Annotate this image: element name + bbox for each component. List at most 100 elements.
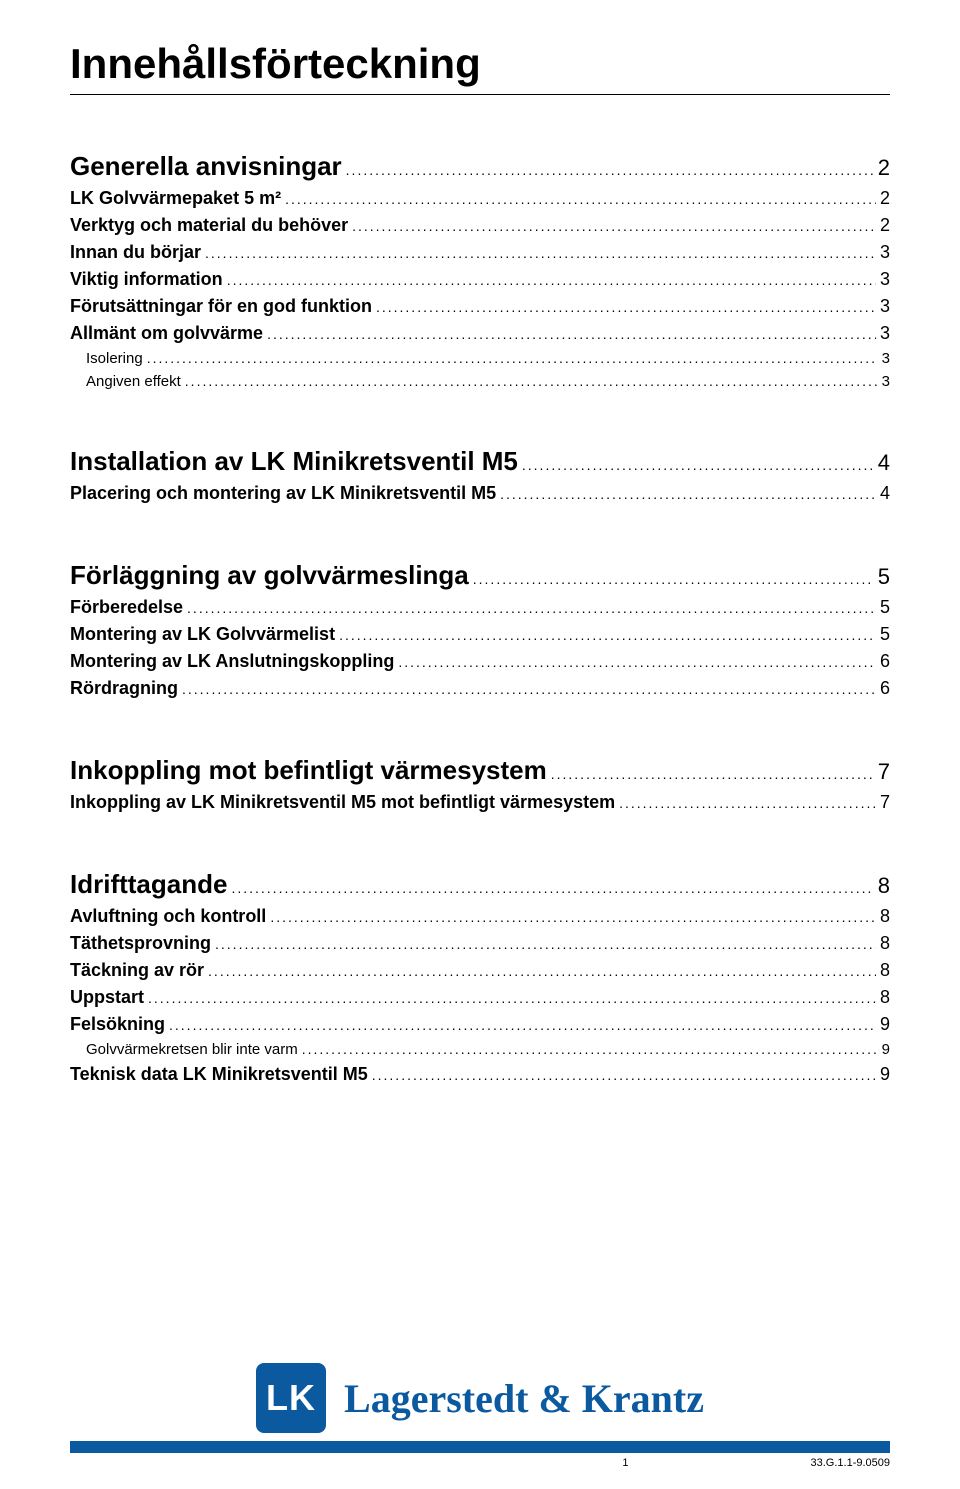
toc-entry: Verktyg och material du behöver 2	[70, 215, 890, 236]
toc-entry-page: 9	[880, 1014, 890, 1035]
toc-leader-dots	[302, 1041, 878, 1058]
toc-entry-label: Teknisk data LK Minikretsventil M5	[70, 1064, 368, 1085]
toc-entry: Förberedelse5	[70, 597, 890, 618]
toc-entry-page: 8	[880, 906, 890, 927]
brand-logo-text: LK	[266, 1377, 316, 1419]
toc-entry-label: Uppstart	[70, 987, 144, 1008]
toc-leader-dots	[372, 1064, 876, 1085]
toc-entry-label: Felsökning	[70, 1014, 165, 1035]
toc-entry-label: Allmänt om golvvärme	[70, 323, 263, 344]
toc-entry-label: Montering av LK Golvvärmelist	[70, 624, 335, 645]
toc-entry-label: Angiven effekt	[86, 373, 181, 390]
toc-entry-page: 5	[880, 624, 890, 645]
toc-entry-label: Montering av LK Anslutningskoppling	[70, 651, 394, 672]
toc-leader-dots	[187, 597, 876, 618]
toc-entry-page: 8	[880, 933, 890, 954]
toc-entry-page: 5	[880, 597, 890, 618]
toc-entry-page: 8	[878, 873, 890, 899]
toc-leader-dots	[619, 792, 876, 813]
toc-entry-page: 3	[882, 350, 890, 367]
toc-entry-label: Innan du börjar	[70, 242, 201, 263]
toc-entry-page: 3	[880, 296, 890, 317]
toc-entry-label: Förläggning av golvvärmeslinga	[70, 560, 469, 591]
toc-leader-dots	[522, 446, 874, 477]
toc-leader-dots	[346, 151, 874, 182]
toc-entry: Montering av LK Anslutningskoppling 6	[70, 651, 890, 672]
toc-leader-dots	[185, 373, 878, 390]
toc-leader-dots	[398, 651, 876, 672]
toc-entry-page: 4	[878, 450, 890, 476]
toc-entry-page: 9	[882, 1041, 890, 1058]
toc-entry-label: Installation av LK Minikretsventil M5	[70, 446, 518, 477]
toc-entry: Viktig information 3	[70, 269, 890, 290]
toc-leader-dots	[473, 560, 874, 591]
toc-section: Idrifttagande8Avluftning och kontroll8Tä…	[70, 869, 890, 1085]
toc-entry-page: 3	[880, 242, 890, 263]
toc-entry-label: Inkoppling mot befintligt värmesystem	[70, 755, 547, 786]
brand-logo: LK	[256, 1363, 326, 1433]
toc-entry: Placering och montering av LK Minikretsv…	[70, 483, 890, 504]
toc-entry: Täckning av rör 8	[70, 960, 890, 981]
toc-leader-dots	[148, 987, 876, 1008]
toc-leader-dots	[215, 933, 876, 954]
toc-entry-page: 2	[880, 215, 890, 236]
toc-entry: Montering av LK Golvvärmelist 5	[70, 624, 890, 645]
toc-entry: Golvvärmekretsen blir inte varm9	[70, 1041, 890, 1058]
toc-entry: Allmänt om golvvärme3	[70, 323, 890, 344]
toc-entry-page: 7	[878, 759, 890, 785]
footer-spacer	[70, 1457, 440, 1469]
toc-leader-dots	[285, 188, 876, 209]
toc-entry-label: Täckning av rör	[70, 960, 204, 981]
toc-leader-dots	[227, 269, 876, 290]
toc-entry: Teknisk data LK Minikretsventil M59	[70, 1064, 890, 1085]
toc-entry-page: 2	[880, 188, 890, 209]
toc-entry: Angiven effekt 3	[70, 373, 890, 390]
toc-entry: Felsökning 9	[70, 1014, 890, 1035]
toc-leader-dots	[352, 215, 876, 236]
toc-entry-page: 8	[880, 960, 890, 981]
toc-entry-label: Rördragning	[70, 678, 178, 699]
toc-entry-label: Placering och montering av LK Minikretsv…	[70, 483, 496, 504]
toc-leader-dots	[267, 323, 876, 344]
toc-entry-label: Avluftning och kontroll	[70, 906, 266, 927]
toc-entry-page: 3	[880, 269, 890, 290]
toc-leader-dots	[376, 296, 876, 317]
toc-section: Inkoppling mot befintligt värmesystem7In…	[70, 755, 890, 813]
toc-entry: Inkoppling av LK Minikretsventil M5 mot …	[70, 792, 890, 813]
toc-entry: Förutsättningar för en god funktion3	[70, 296, 890, 317]
toc-entry-page: 6	[880, 678, 890, 699]
toc-entry-label: Täthetsprovning	[70, 933, 211, 954]
toc-entry-label: Verktyg och material du behöver	[70, 215, 348, 236]
toc-entry-page: 6	[880, 651, 890, 672]
toc-entry-label: LK Golvvärmepaket 5 m²	[70, 188, 281, 209]
page-title: Innehållsförteckning	[70, 40, 890, 88]
toc-leader-dots	[208, 960, 876, 981]
toc-entry-label: Inkoppling av LK Minikretsventil M5 mot …	[70, 792, 615, 813]
toc-entry-page: 3	[882, 373, 890, 390]
toc-entry: Täthetsprovning 8	[70, 933, 890, 954]
toc-entry: Generella anvisningar2	[70, 151, 890, 182]
toc-entry: Avluftning och kontroll 8	[70, 906, 890, 927]
title-rule	[70, 94, 890, 95]
toc-leader-dots	[339, 624, 876, 645]
toc-entry-label: Viktig information	[70, 269, 223, 290]
footer-page-number: 1	[440, 1457, 810, 1469]
brand-row: LK Lagerstedt & Krantz	[70, 1363, 890, 1433]
toc-leader-dots	[205, 242, 876, 263]
toc-leader-dots	[270, 906, 876, 927]
footer-rule	[70, 1441, 890, 1453]
toc-entry: Inkoppling mot befintligt värmesystem 7	[70, 755, 890, 786]
toc-entry: Installation av LK Minikretsventil M5 4	[70, 446, 890, 477]
toc-entry: Idrifttagande 8	[70, 869, 890, 900]
toc-entry: Uppstart 8	[70, 987, 890, 1008]
toc-entry-page: 5	[878, 564, 890, 590]
toc-entry-label: Idrifttagande	[70, 869, 227, 900]
toc-leader-dots	[551, 755, 874, 786]
toc-section: Förläggning av golvvärmeslinga5Förberede…	[70, 560, 890, 699]
footer-meta: 1 33.G.1.1-9.0509	[70, 1457, 890, 1469]
toc-entry-page: 8	[880, 987, 890, 1008]
toc-entry: Isolering3	[70, 350, 890, 367]
toc-section: Generella anvisningar2 LK Golvvärmepaket …	[70, 151, 890, 390]
toc-leader-dots	[231, 869, 873, 900]
brand-name: Lagerstedt & Krantz	[344, 1375, 704, 1422]
